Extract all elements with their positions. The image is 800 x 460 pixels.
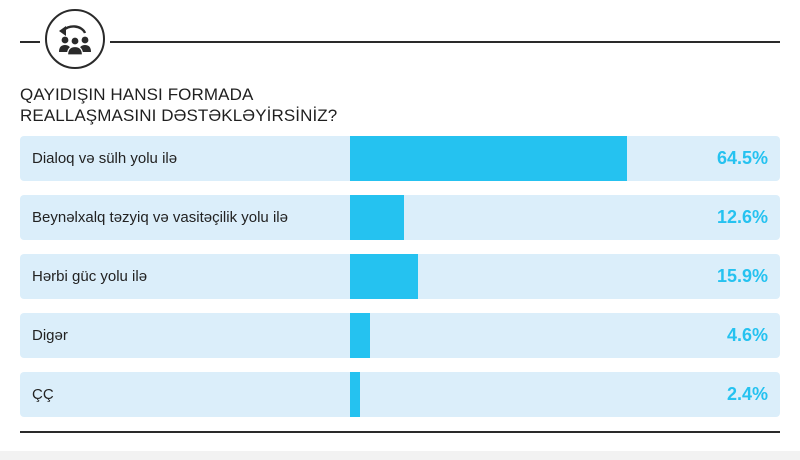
chart-row: Hərbi güc yolu ilə 15.9% [20,254,780,299]
chart-title-line-1: QAYIDIŞIN HANSI FORMADA [20,85,254,104]
chart-row: ÇÇ 2.4% [20,372,780,417]
chart-row: Digər 4.6% [20,313,780,358]
data-label: 12.6% [716,207,768,227]
chart-row: Dialoq və sülh yolu ilə 64.5% [20,136,780,181]
chart-title-line-2: REALLAŞMASINI DƏSTƏKLƏYİRSİNİZ? [20,106,338,125]
bar [350,372,361,417]
people-return-icon [45,9,105,69]
category-label: ÇÇ [32,386,54,403]
bar-chart: Dialoq və sülh yolu ilə 64.5% Beynəlxalq t… [20,136,780,431]
chart-title: QAYIDIŞIN HANSI FORMADA REALLAŞMASINI DƏ… [20,84,337,126]
bar [350,254,419,299]
bar [350,195,405,240]
footer-band [0,451,800,460]
chart-row: Beynəlxalq təzyiq və vasitəçilik yolu il… [20,195,780,240]
data-label: 2.4% [726,384,768,404]
category-label: Hərbi güc yolu ilə [32,268,148,285]
category-label: Digər [32,327,68,344]
category-label: Beynəlxalq təzyiq və vasitəçilik yolu il… [32,209,288,226]
data-label: 64.5% [716,148,768,168]
header-rule-right [110,41,780,43]
data-label: 4.6% [726,325,768,345]
footer-rule [20,431,780,433]
header-rule-left [20,41,40,43]
category-label: Dialoq və sülh yolu ilə [32,150,178,167]
data-label: 15.9% [716,266,768,286]
bar [350,136,628,181]
bar [350,313,370,358]
